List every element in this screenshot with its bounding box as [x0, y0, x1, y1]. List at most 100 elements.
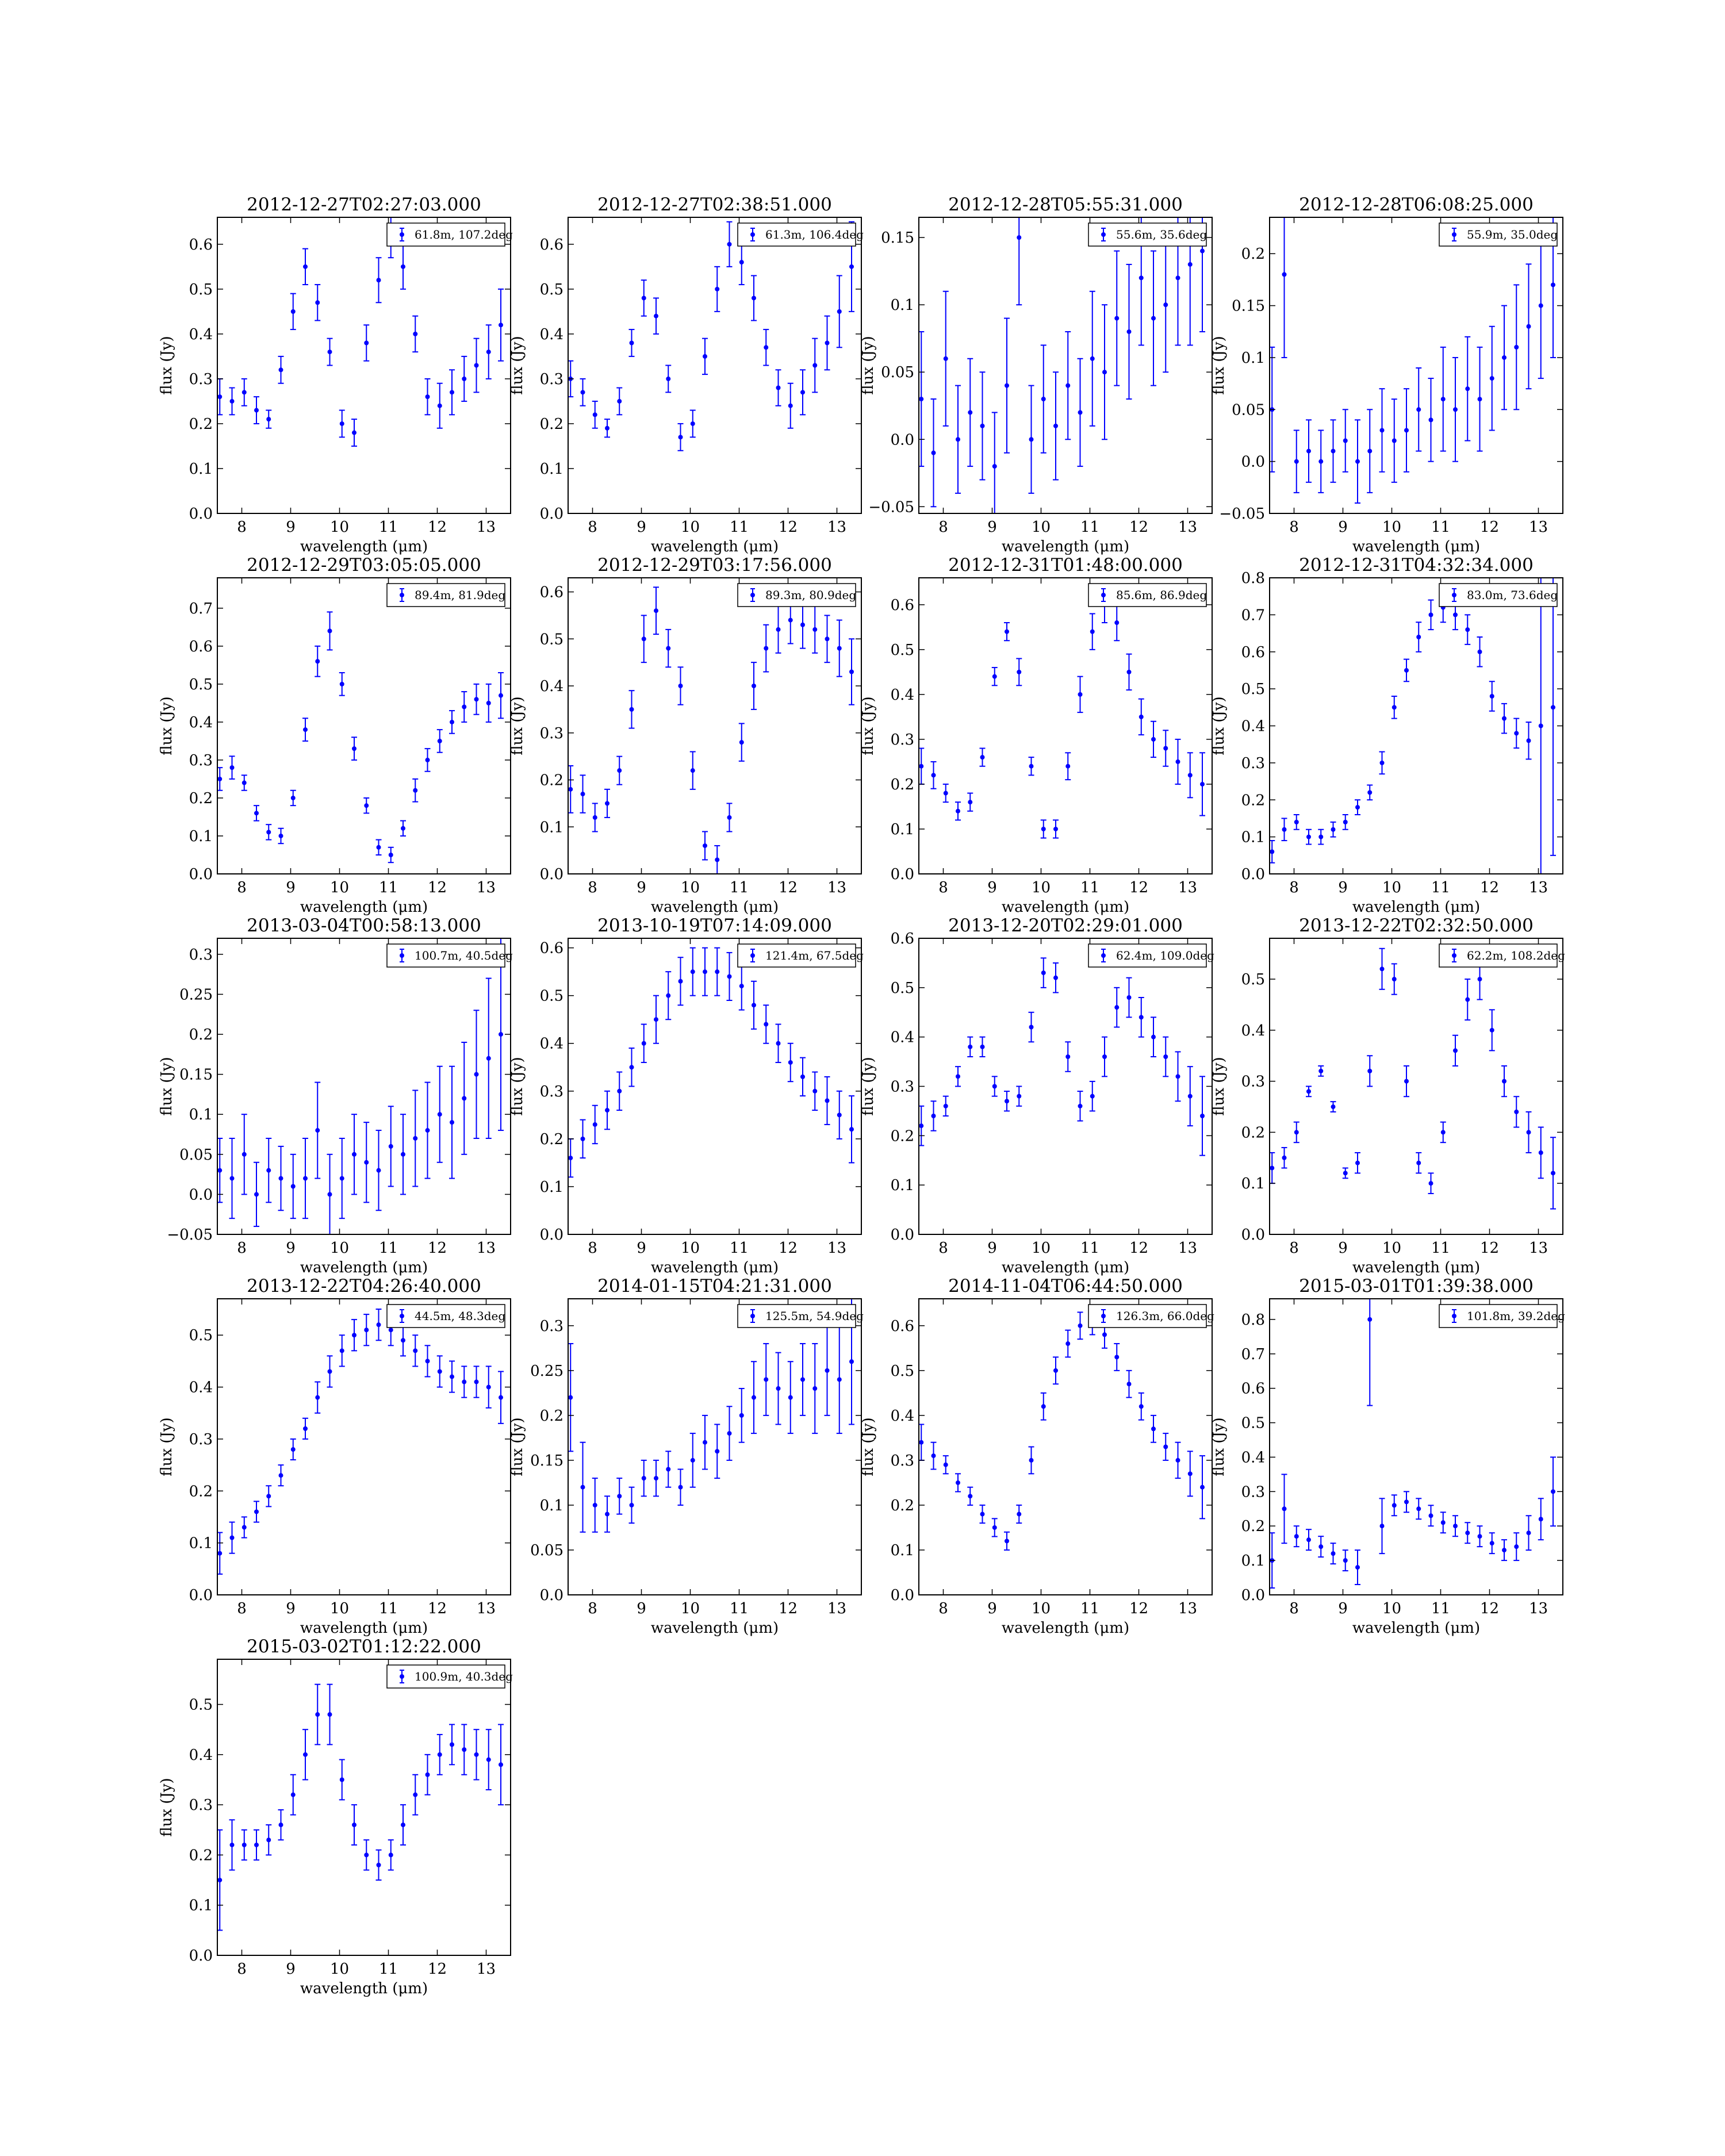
x-tick-label: 9 [987, 1240, 997, 1257]
data-point [837, 1377, 842, 1382]
data-point [1306, 1089, 1311, 1094]
y-tick-label: 0.4 [189, 714, 213, 731]
data-point [931, 450, 936, 455]
data-point [278, 1823, 283, 1828]
legend-label: 89.3m, 80.9deg [765, 588, 856, 602]
x-tick-label: 13 [827, 1240, 846, 1257]
y-axis-label: flux (Jy) [860, 1057, 877, 1115]
data-point [450, 1120, 454, 1125]
y-tick-label: 0.5 [891, 1363, 914, 1380]
data-point [1526, 1130, 1531, 1135]
y-axis-label: flux (Jy) [1210, 336, 1228, 394]
data-point [303, 1176, 308, 1181]
legend-box [737, 943, 856, 968]
data-point [1392, 438, 1397, 443]
data-point [229, 1535, 235, 1540]
y-tick-label: 0.0 [891, 866, 914, 883]
data-point [1306, 448, 1311, 454]
x-tick-label: 11 [1080, 1600, 1099, 1617]
data-point [388, 1328, 393, 1333]
data-point [474, 697, 479, 702]
data-point [1175, 1457, 1180, 1463]
x-axis-label: wavelength (μm) [651, 538, 779, 555]
data-point [715, 286, 720, 291]
data-point [568, 787, 573, 792]
data-point [315, 659, 320, 664]
data-point [1331, 827, 1336, 832]
x-tick-label: 10 [1382, 1600, 1401, 1617]
data-point [425, 757, 430, 762]
subplot-title: 2012-12-31T04:32:34.000 [1299, 555, 1534, 576]
x-tick-label: 9 [286, 519, 296, 536]
data-point [376, 278, 381, 283]
x-tick-label: 13 [1529, 1240, 1548, 1257]
y-tick-label: 0.5 [189, 1697, 213, 1714]
data-point [666, 376, 671, 381]
y-tick-label: 0.0 [189, 1186, 213, 1203]
data-point [499, 1762, 503, 1767]
data-point [568, 1156, 573, 1161]
data-point [739, 984, 744, 989]
data-point [764, 1022, 769, 1027]
x-tick-label: 12 [1129, 1600, 1148, 1617]
y-tick-label: 0.0 [891, 431, 914, 448]
legend-box [1439, 583, 1558, 607]
data-point [1138, 275, 1144, 281]
data-point [486, 700, 491, 705]
data-point [1502, 1548, 1506, 1553]
y-tick-label: 0.4 [189, 326, 213, 343]
x-tick-label: 12 [779, 879, 798, 896]
x-tick-label: 13 [477, 1600, 496, 1617]
x-tick-label: 8 [1289, 1600, 1299, 1617]
data-point [1163, 746, 1168, 751]
x-axis-label: wavelength (μm) [651, 899, 779, 916]
y-tick-label: 0.0 [189, 505, 213, 523]
data-point [327, 1712, 332, 1717]
y-tick-label: 0.15 [881, 229, 914, 247]
x-tick-label: 11 [1080, 879, 1099, 896]
data-point [1404, 1079, 1409, 1084]
data-point [1029, 1457, 1034, 1463]
y-tick-label: −0.05 [167, 1226, 213, 1244]
data-point [690, 421, 695, 426]
data-point [1379, 428, 1385, 433]
legend-box [1439, 943, 1558, 968]
data-point [1453, 1048, 1458, 1053]
y-tick-label: 0.4 [891, 1407, 914, 1425]
data-point [254, 1509, 259, 1514]
data-point [1331, 448, 1336, 454]
x-tick-label: 11 [730, 519, 749, 536]
subplot-title: 2013-12-22T02:32:50.000 [1299, 915, 1534, 936]
x-tick-label: 10 [1032, 1600, 1051, 1617]
x-tick-label: 10 [1032, 1240, 1051, 1257]
data-point [376, 845, 381, 850]
subplot-title: 2013-12-22T04:26:40.000 [247, 1276, 481, 1296]
data-point [229, 398, 235, 404]
data-point [764, 1377, 769, 1382]
data-point [315, 1712, 320, 1717]
data-point [1453, 407, 1458, 412]
legend-label: 61.3m, 106.4deg [765, 228, 864, 241]
data-point [376, 1862, 381, 1867]
data-point [1453, 1524, 1458, 1529]
x-tick-label: 10 [1382, 519, 1401, 536]
data-point [592, 1122, 597, 1127]
data-point [764, 345, 769, 350]
subplot: 8 9 10 11 12 13 0.0 0.1 0.2 0.3 0.4 0.5 0.6 0.7 2012-1… [158, 555, 511, 916]
legend-label: 101.8m, 39.2deg [1467, 1309, 1565, 1323]
data-point [1318, 459, 1324, 464]
y-tick-label: 0.2 [891, 1497, 914, 1514]
y-tick-label: 0.25 [179, 986, 213, 1003]
data-point [1343, 438, 1348, 443]
y-axis-label: flux (Jy) [1210, 1417, 1228, 1476]
data-point [580, 1136, 585, 1141]
subplot-title: 2013-12-20T02:29:01.000 [948, 915, 1183, 936]
x-tick-label: 12 [428, 1961, 447, 1978]
x-tick-label: 9 [286, 879, 296, 896]
x-tick-label: 13 [1529, 519, 1548, 536]
data-layer [217, 611, 504, 864]
y-tick-label: 0.3 [1241, 1483, 1265, 1501]
data-point [654, 1017, 658, 1022]
data-point [849, 264, 854, 269]
data-point [825, 340, 830, 346]
